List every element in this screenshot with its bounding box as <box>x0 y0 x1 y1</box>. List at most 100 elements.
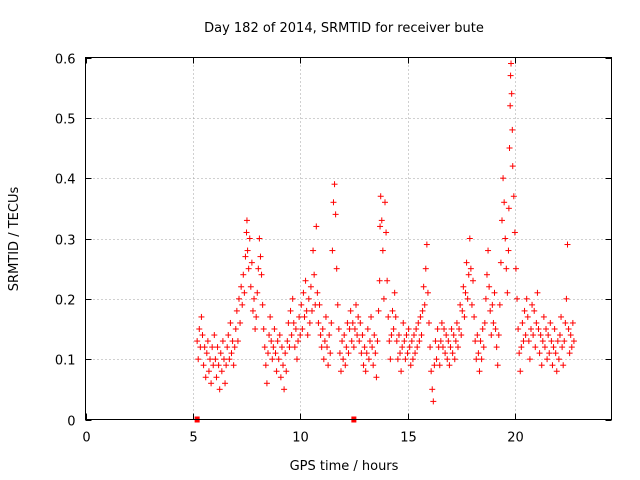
data-point <box>511 229 518 236</box>
data-point <box>262 362 269 369</box>
data-point <box>499 217 506 224</box>
data-point <box>500 175 507 182</box>
data-point <box>208 380 215 387</box>
data-point <box>541 344 548 351</box>
data-point <box>551 326 558 332</box>
data-point <box>351 326 358 332</box>
data-point <box>289 295 296 302</box>
data-point <box>232 326 239 332</box>
data-point <box>331 181 338 188</box>
data-point <box>370 362 377 369</box>
data-point <box>428 368 435 375</box>
data-point <box>413 326 420 332</box>
data-point <box>467 265 474 272</box>
x-axis: 0 5 10 15 20 <box>82 57 524 446</box>
data-point <box>336 350 343 357</box>
data-point <box>374 338 381 345</box>
data-point <box>478 356 485 363</box>
data-point <box>487 307 494 314</box>
data-point <box>568 344 575 351</box>
data-point <box>358 350 365 357</box>
data-point <box>274 338 281 345</box>
data-point <box>547 319 554 326</box>
data-point <box>488 332 495 339</box>
data-point <box>381 199 388 206</box>
data-point <box>451 356 458 363</box>
data-point <box>255 265 262 272</box>
data-point <box>363 350 370 357</box>
data-point <box>495 332 502 339</box>
data-point <box>399 344 406 351</box>
x-tick-label: 15 <box>400 431 417 446</box>
data-point <box>462 289 469 296</box>
data-point <box>552 350 559 357</box>
data-point <box>305 295 312 302</box>
data-point <box>434 326 441 332</box>
data-point <box>565 326 572 332</box>
data-point <box>416 338 423 345</box>
data-point <box>199 332 206 339</box>
data-point <box>218 368 225 375</box>
data-point <box>429 386 436 393</box>
data-point <box>384 277 391 284</box>
data-point <box>389 307 396 314</box>
data-point <box>292 326 299 332</box>
data-point <box>492 326 499 332</box>
data-point <box>210 362 217 369</box>
y-axis-label: SRMTID / TECUs <box>7 187 22 292</box>
data-point <box>452 338 459 345</box>
data-point <box>226 356 233 363</box>
data-point <box>334 301 341 308</box>
data-point <box>268 338 275 345</box>
data-point <box>326 332 333 339</box>
data-point <box>463 259 470 266</box>
data-point <box>225 332 232 339</box>
data-point <box>277 374 284 381</box>
data-point <box>419 307 426 314</box>
data-point <box>343 344 350 351</box>
data-point <box>457 301 464 308</box>
y-tick-label: 0 <box>67 415 75 430</box>
data-point <box>356 338 363 345</box>
data-point <box>243 217 250 224</box>
data-point <box>267 313 274 320</box>
data-point <box>207 356 214 363</box>
y-tick-label: 0.1 <box>55 354 76 369</box>
data-point <box>350 344 357 351</box>
data-point <box>561 338 568 345</box>
data-point <box>491 289 498 296</box>
data-points <box>194 60 577 423</box>
data-point <box>481 319 488 326</box>
data-point <box>276 332 283 339</box>
data-point <box>244 247 251 254</box>
data-point <box>406 344 413 351</box>
data-point <box>555 356 562 363</box>
data-point <box>474 332 481 339</box>
data-point <box>260 326 267 332</box>
data-point <box>371 332 378 339</box>
data-point <box>549 362 556 369</box>
data-point <box>554 338 561 345</box>
data-point <box>445 338 452 345</box>
data-point <box>215 362 222 369</box>
data-point <box>397 350 404 357</box>
data-point <box>212 356 219 363</box>
data-point <box>390 326 397 332</box>
data-point <box>315 319 322 326</box>
data-point <box>271 326 278 332</box>
data-point <box>240 271 247 278</box>
data-point <box>222 380 229 387</box>
data-point <box>533 319 540 326</box>
data-point <box>378 217 385 224</box>
data-point <box>398 368 405 375</box>
data-point <box>480 344 487 351</box>
data-point <box>223 362 230 369</box>
data-point <box>405 326 412 332</box>
data-point <box>340 356 347 363</box>
data-point <box>211 332 218 339</box>
x-tick-label: 10 <box>292 431 309 446</box>
data-point <box>560 362 567 369</box>
data-point <box>342 362 349 369</box>
data-point <box>285 319 292 326</box>
data-point <box>502 235 509 242</box>
